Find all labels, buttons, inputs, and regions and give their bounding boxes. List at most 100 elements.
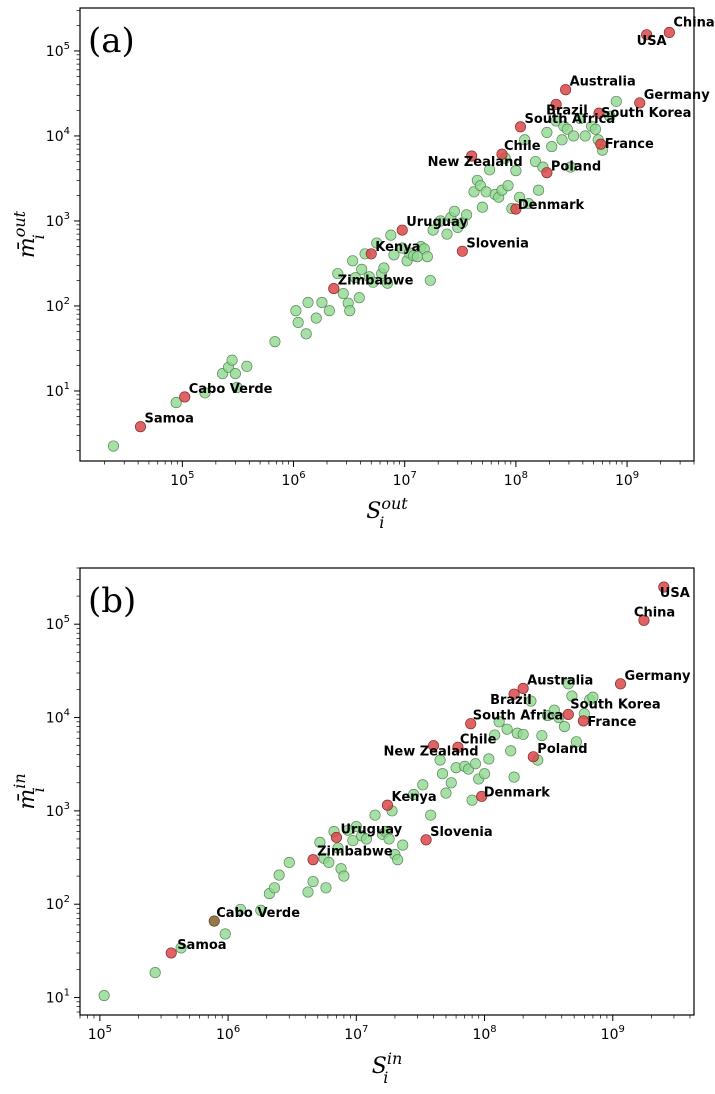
data-point (349, 272, 361, 284)
data-point (424, 274, 436, 286)
data-point (434, 754, 446, 766)
data-point (436, 768, 449, 780)
country-label: Chile (460, 732, 497, 747)
data-point (434, 215, 447, 227)
highlighted-point (381, 799, 394, 811)
data-point (199, 387, 211, 399)
data-point (445, 777, 457, 789)
country-label: Uruguay (406, 215, 468, 230)
y-tick-exponent: 2 (64, 894, 70, 905)
country-label: South Korea (601, 106, 691, 121)
country-label: Denmark (484, 785, 551, 800)
y-tick-base: 10 (46, 711, 64, 727)
data-point (484, 164, 496, 176)
data-point (441, 228, 453, 240)
data-point (579, 130, 591, 142)
country-label: South Africa (524, 112, 615, 127)
data-point (231, 381, 243, 393)
data-point (466, 794, 478, 806)
x-tick-label: 108 (472, 1024, 496, 1043)
x-tick-exponent: 7 (410, 470, 416, 481)
data-point (302, 296, 314, 308)
data-point (501, 723, 513, 735)
data-point (489, 729, 501, 741)
data-point (408, 788, 420, 800)
data-point (529, 155, 542, 168)
data-point (587, 691, 599, 703)
x-tick-base: 10 (615, 473, 633, 489)
highlighted-point (593, 107, 605, 119)
y-tick-exponent: 3 (64, 211, 70, 222)
x-tick-base: 10 (170, 473, 188, 489)
data-point (388, 249, 400, 261)
y-axis-label-main: m̄ (15, 789, 40, 810)
highlighted-point (208, 915, 220, 927)
data-point (519, 134, 531, 146)
highlighted-point (134, 421, 147, 433)
country-label: New Zealand (384, 745, 479, 760)
x-tick-label: 109 (615, 470, 639, 489)
data-point (478, 768, 491, 780)
y-tick-label: 105 (46, 41, 70, 60)
data-point (371, 237, 383, 249)
data-point (417, 779, 429, 791)
data-point (292, 316, 304, 328)
highlighted-point (595, 138, 607, 150)
highlighted-point (577, 715, 589, 727)
x-tick-exponent: 6 (299, 470, 305, 481)
x-tick-base: 10 (88, 1027, 106, 1043)
data-point (107, 440, 120, 452)
data-point (604, 110, 616, 122)
country-label: Chile (504, 139, 541, 154)
data-point (589, 123, 602, 135)
data-point (469, 758, 482, 770)
x-tick-base: 10 (472, 1027, 490, 1043)
y-tick-base: 10 (46, 991, 64, 1007)
data-point (523, 198, 535, 210)
country-label: France (605, 137, 654, 152)
data-point (493, 716, 505, 728)
data-point (421, 251, 433, 263)
data-point (316, 296, 328, 308)
data-point (505, 745, 517, 757)
country-label: South Korea (570, 697, 660, 712)
data-point (427, 224, 439, 236)
y-tick-base: 10 (46, 617, 64, 633)
country-label: Brazil (490, 693, 532, 708)
data-point (536, 730, 548, 742)
data-point (350, 820, 362, 833)
data-point (550, 115, 562, 127)
country-label: Zimbabwe (338, 274, 414, 289)
country-label: Zimbabwe (317, 845, 393, 860)
highlighted-point (330, 831, 343, 843)
x-tick-label: 105 (170, 470, 194, 489)
x-axis-label-sub: i (379, 513, 384, 532)
data-point (574, 113, 586, 125)
country-label: USA (660, 586, 690, 601)
data-point (425, 809, 437, 821)
highlighted-point (658, 581, 670, 593)
data-point (502, 180, 514, 192)
country-label: Kenya (391, 790, 436, 805)
x-tick-label: 106 (281, 470, 305, 489)
y-tick-exponent: 1 (64, 381, 70, 392)
data-point (175, 942, 187, 954)
x-tick-base: 10 (281, 473, 299, 489)
country-label: Slovenia (466, 236, 529, 251)
data-point (268, 882, 281, 894)
y-tick-exponent: 1 (64, 988, 70, 999)
y-axis-label-sup: in (10, 773, 29, 788)
highlighted-point (517, 682, 529, 694)
country-label: New Zealand (428, 155, 523, 170)
x-tick-base: 10 (344, 1027, 362, 1043)
y-tick-exponent: 2 (64, 296, 70, 307)
data-point (356, 263, 368, 275)
country-label: Cabo Verde (189, 382, 273, 397)
highlighted-point (165, 947, 177, 959)
x-tick-exponent: 8 (522, 470, 528, 481)
data-point (269, 336, 281, 348)
y-tick-base: 10 (46, 897, 64, 913)
data-point (378, 262, 390, 274)
data-point (241, 360, 253, 372)
